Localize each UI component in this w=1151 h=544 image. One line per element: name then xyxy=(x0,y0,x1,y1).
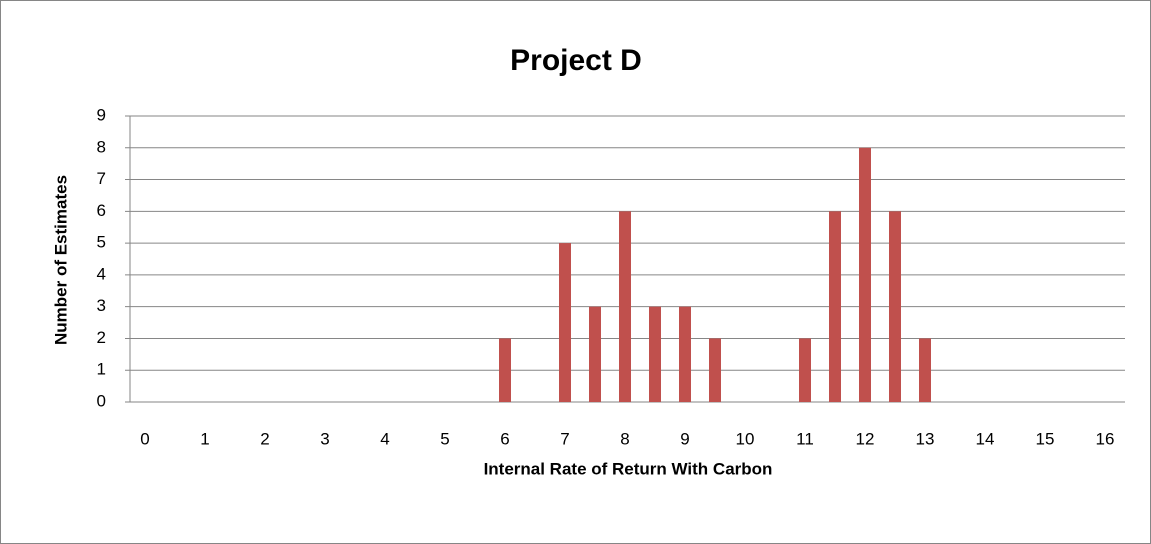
x-tick-label: 8 xyxy=(620,429,629,448)
y-tick-label: 5 xyxy=(97,233,106,252)
x-tick-label: 10 xyxy=(736,429,755,448)
x-tick-label: 7 xyxy=(560,429,569,448)
bar xyxy=(589,306,601,402)
bar xyxy=(829,211,841,402)
y-tick-label: 3 xyxy=(97,296,106,315)
bar xyxy=(859,147,871,402)
y-tick-label: 8 xyxy=(97,137,106,156)
bar xyxy=(619,211,631,402)
x-tick-label: 0 xyxy=(140,429,149,448)
y-tick-label: 9 xyxy=(97,105,106,124)
x-tick-label: 13 xyxy=(916,429,935,448)
y-axis-label: Number of Estimates xyxy=(51,175,70,345)
y-tick-label: 4 xyxy=(97,264,106,283)
bar xyxy=(919,338,931,402)
bar xyxy=(499,338,511,402)
bar xyxy=(799,338,811,402)
y-tick-label: 1 xyxy=(97,360,106,379)
x-tick-label: 15 xyxy=(1036,429,1055,448)
x-tick-label: 4 xyxy=(380,429,389,448)
y-tick-label: 2 xyxy=(97,328,106,347)
bar xyxy=(889,211,901,402)
bar xyxy=(709,338,721,402)
x-tick-label: 9 xyxy=(680,429,689,448)
x-tick-label: 16 xyxy=(1096,429,1115,448)
x-tick-label: 5 xyxy=(440,429,449,448)
bar xyxy=(649,306,661,402)
chart-title: Project D xyxy=(510,44,642,77)
x-tick-label: 12 xyxy=(856,429,875,448)
x-tick-label: 14 xyxy=(976,429,995,448)
x-axis-label: Internal Rate of Return With Carbon xyxy=(484,459,773,478)
x-tick-label: 3 xyxy=(320,429,329,448)
bar xyxy=(559,243,571,402)
x-tick-label: 2 xyxy=(260,429,269,448)
y-tick-label: 6 xyxy=(97,201,106,220)
x-tick-label: 1 xyxy=(200,429,209,448)
bar xyxy=(679,306,691,402)
x-tick-label: 6 xyxy=(500,429,509,448)
y-tick-label: 0 xyxy=(97,391,106,410)
x-tick-label: 11 xyxy=(796,429,814,448)
y-tick-label: 7 xyxy=(97,169,106,188)
